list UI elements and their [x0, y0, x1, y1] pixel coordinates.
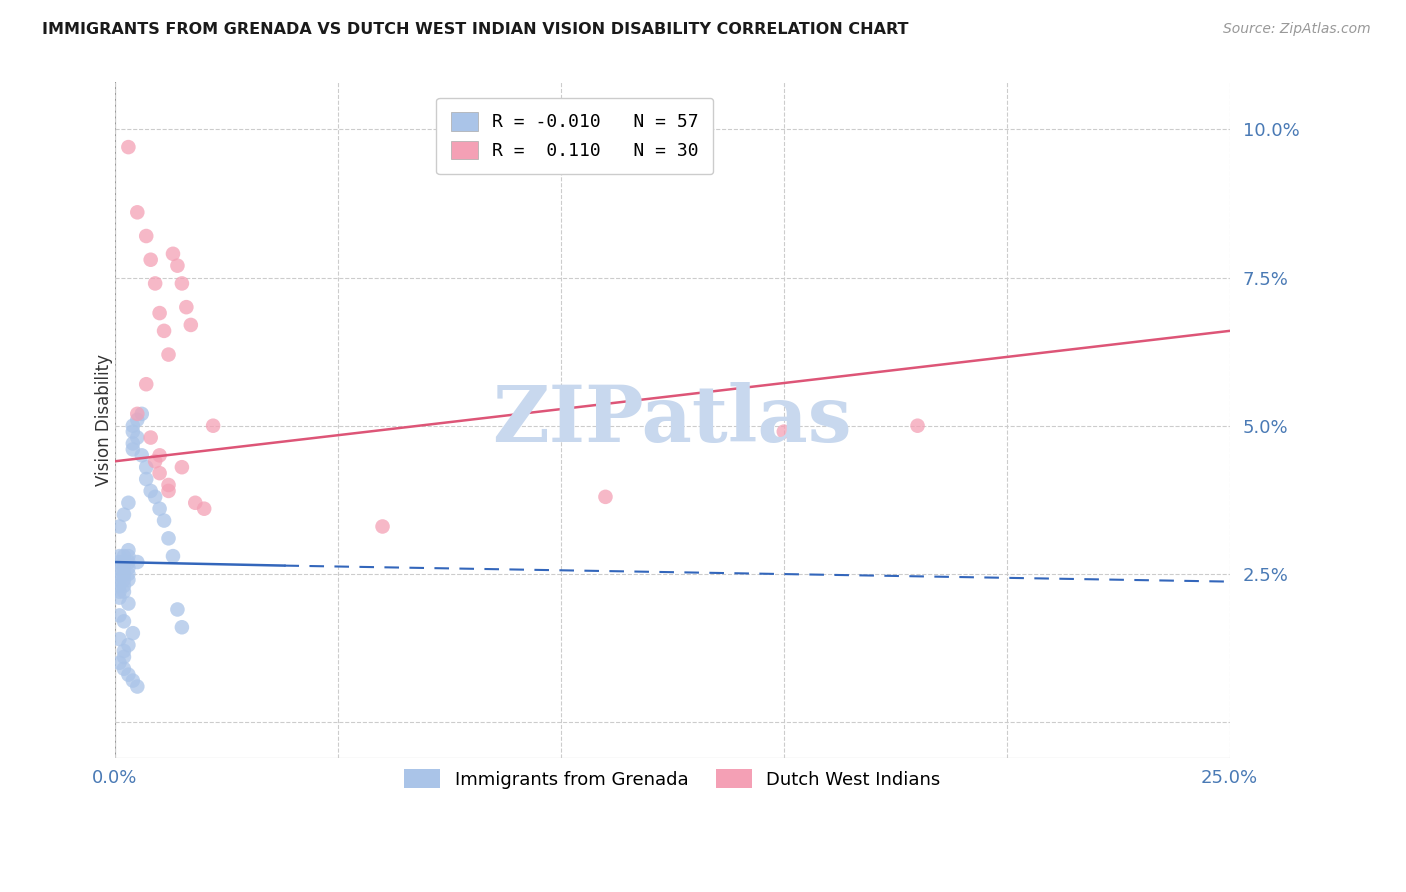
Point [108, 591, 131, 605]
Point [127, 555, 149, 569]
Point [149, 306, 172, 320]
Point [117, 543, 139, 558]
Point [170, 277, 193, 291]
Point [131, 407, 153, 421]
Point [127, 431, 149, 445]
Point [112, 615, 135, 629]
Point [162, 247, 184, 261]
Point [184, 496, 207, 510]
Point [143, 490, 166, 504]
Point [108, 519, 131, 533]
Point [108, 584, 131, 599]
Legend: Immigrants from Grenada, Dutch West Indians: Immigrants from Grenada, Dutch West Indi… [396, 762, 948, 796]
Point [157, 532, 180, 546]
Point [170, 620, 193, 634]
Point [117, 140, 139, 154]
Point [108, 549, 131, 563]
Point [117, 549, 139, 563]
Point [108, 573, 131, 587]
Point [176, 300, 198, 314]
Point [153, 514, 176, 528]
Point [772, 425, 794, 439]
Point [143, 454, 166, 468]
Point [108, 579, 131, 593]
Point [112, 644, 135, 658]
Point [157, 348, 180, 362]
Point [112, 662, 135, 676]
Point [121, 418, 143, 433]
Point [907, 418, 929, 433]
Point [108, 656, 131, 670]
Point [121, 673, 143, 688]
Point [108, 566, 131, 581]
Point [121, 425, 143, 439]
Point [149, 501, 172, 516]
Point [108, 608, 131, 623]
Point [117, 667, 139, 681]
Point [112, 549, 135, 563]
Point [157, 478, 180, 492]
Point [112, 649, 135, 664]
Point [180, 318, 202, 332]
Point [117, 638, 139, 652]
Point [121, 626, 143, 640]
Point [112, 566, 135, 581]
Y-axis label: Vision Disability: Vision Disability [96, 354, 112, 486]
Point [117, 573, 139, 587]
Point [117, 555, 139, 569]
Point [135, 377, 157, 392]
Point [170, 460, 193, 475]
Point [595, 490, 617, 504]
Point [371, 519, 394, 533]
Point [108, 555, 131, 569]
Point [139, 252, 162, 267]
Point [162, 549, 184, 563]
Point [149, 466, 172, 480]
Point [135, 229, 157, 244]
Point [149, 448, 172, 462]
Text: IMMIGRANTS FROM GRENADA VS DUTCH WEST INDIAN VISION DISABILITY CORRELATION CHART: IMMIGRANTS FROM GRENADA VS DUTCH WEST IN… [42, 22, 908, 37]
Point [166, 602, 188, 616]
Point [112, 508, 135, 522]
Text: Source: ZipAtlas.com: Source: ZipAtlas.com [1223, 22, 1371, 37]
Point [127, 205, 149, 219]
Point [139, 483, 162, 498]
Point [135, 460, 157, 475]
Point [108, 561, 131, 575]
Point [117, 566, 139, 581]
Point [153, 324, 176, 338]
Point [202, 418, 225, 433]
Point [127, 407, 149, 421]
Point [112, 573, 135, 587]
Point [117, 597, 139, 611]
Point [108, 632, 131, 646]
Point [131, 448, 153, 462]
Text: ZIPatlas: ZIPatlas [492, 382, 852, 458]
Point [139, 431, 162, 445]
Point [117, 496, 139, 510]
Point [135, 472, 157, 486]
Point [193, 501, 215, 516]
Point [127, 680, 149, 694]
Point [117, 561, 139, 575]
Point [127, 413, 149, 427]
Point [112, 555, 135, 569]
Point [143, 277, 166, 291]
Point [112, 579, 135, 593]
Point [112, 561, 135, 575]
Point [157, 483, 180, 498]
Point [121, 436, 143, 450]
Point [112, 584, 135, 599]
Point [121, 442, 143, 457]
Point [166, 259, 188, 273]
